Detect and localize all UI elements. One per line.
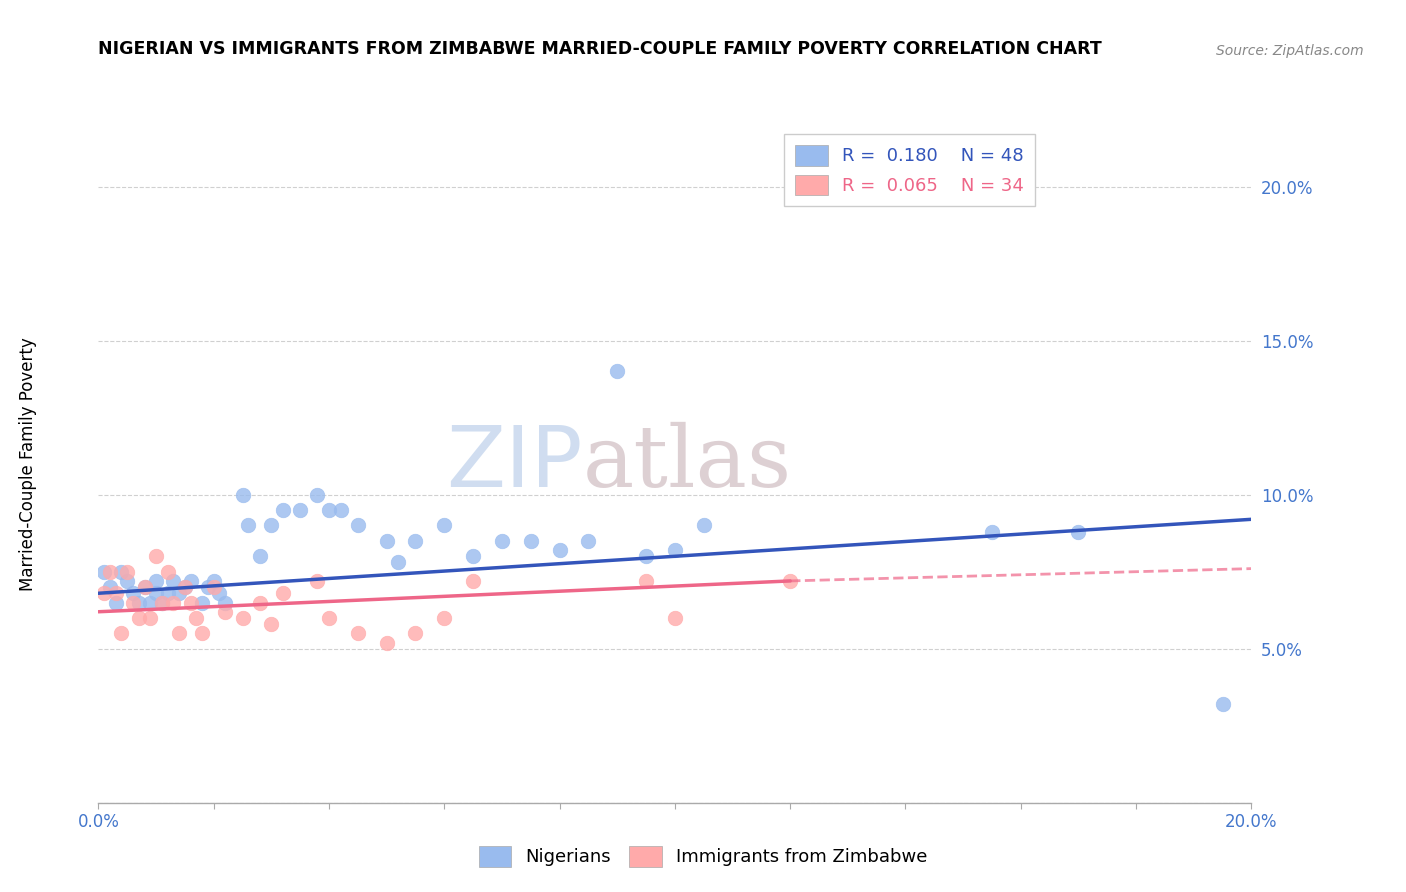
Point	[122, 586, 145, 600]
Point	[98, 565, 121, 579]
Point	[139, 595, 162, 609]
Point	[202, 574, 225, 588]
Text: Married-Couple Family Poverty: Married-Couple Family Poverty	[20, 337, 37, 591]
Point	[238, 518, 260, 533]
Point	[231, 611, 254, 625]
Point	[346, 518, 368, 533]
Point	[664, 611, 686, 625]
Point	[318, 611, 340, 625]
Point	[145, 549, 167, 564]
Point	[117, 574, 138, 588]
Point	[98, 580, 121, 594]
Point	[186, 611, 208, 625]
Point	[520, 533, 543, 548]
Point	[134, 580, 156, 594]
Point	[636, 574, 658, 588]
Point	[110, 626, 132, 640]
Point	[208, 586, 231, 600]
Point	[779, 574, 801, 588]
Point	[104, 595, 127, 609]
Point	[156, 586, 179, 600]
Point	[405, 626, 427, 640]
Point	[180, 574, 202, 588]
Point	[664, 543, 686, 558]
Point	[128, 611, 150, 625]
Point	[156, 565, 179, 579]
Point	[271, 503, 294, 517]
Point	[548, 543, 571, 558]
Point	[93, 586, 115, 600]
Legend: Nigerians, Immigrants from Zimbabwe: Nigerians, Immigrants from Zimbabwe	[471, 838, 935, 874]
Point	[461, 549, 484, 564]
Point	[271, 586, 294, 600]
Point	[329, 503, 352, 517]
Point	[433, 518, 456, 533]
Point	[122, 595, 145, 609]
Point	[307, 488, 329, 502]
Point	[1212, 697, 1234, 711]
Point	[375, 533, 398, 548]
Point	[202, 580, 225, 594]
Point	[191, 626, 214, 640]
Point	[174, 580, 197, 594]
Point	[387, 556, 409, 570]
Point	[249, 595, 271, 609]
Text: Source: ZipAtlas.com: Source: ZipAtlas.com	[1216, 44, 1364, 58]
Point	[167, 586, 190, 600]
Point	[433, 611, 456, 625]
Point	[214, 595, 236, 609]
Point	[145, 574, 167, 588]
Point	[150, 595, 173, 609]
Point	[134, 580, 156, 594]
Point	[260, 518, 283, 533]
Point	[150, 595, 173, 609]
Legend: R =  0.180    N = 48, R =  0.065    N = 34: R = 0.180 N = 48, R = 0.065 N = 34	[785, 134, 1035, 206]
Point	[405, 533, 427, 548]
Point	[214, 605, 236, 619]
Point	[636, 549, 658, 564]
Point	[167, 626, 190, 640]
Text: NIGERIAN VS IMMIGRANTS FROM ZIMBABWE MARRIED-COUPLE FAMILY POVERTY CORRELATION C: NIGERIAN VS IMMIGRANTS FROM ZIMBABWE MAR…	[98, 40, 1102, 58]
Point	[981, 524, 1004, 539]
Point	[461, 574, 484, 588]
Point	[162, 574, 184, 588]
Point	[606, 364, 628, 378]
Point	[290, 503, 312, 517]
Point	[117, 565, 138, 579]
Point	[104, 586, 127, 600]
Text: ZIP: ZIP	[446, 422, 582, 506]
Point	[162, 595, 184, 609]
Point	[231, 488, 254, 502]
Point	[307, 574, 329, 588]
Point	[174, 580, 197, 594]
Point	[128, 595, 150, 609]
Point	[249, 549, 271, 564]
Point	[191, 595, 214, 609]
Point	[375, 635, 398, 649]
Point	[578, 533, 600, 548]
Point	[346, 626, 368, 640]
Point	[693, 518, 716, 533]
Point	[93, 565, 115, 579]
Point	[491, 533, 513, 548]
Point	[1067, 524, 1090, 539]
Text: atlas: atlas	[582, 422, 792, 506]
Point	[197, 580, 219, 594]
Point	[139, 611, 162, 625]
Point	[260, 617, 283, 632]
Point	[145, 586, 167, 600]
Point	[110, 565, 132, 579]
Point	[318, 503, 340, 517]
Point	[180, 595, 202, 609]
